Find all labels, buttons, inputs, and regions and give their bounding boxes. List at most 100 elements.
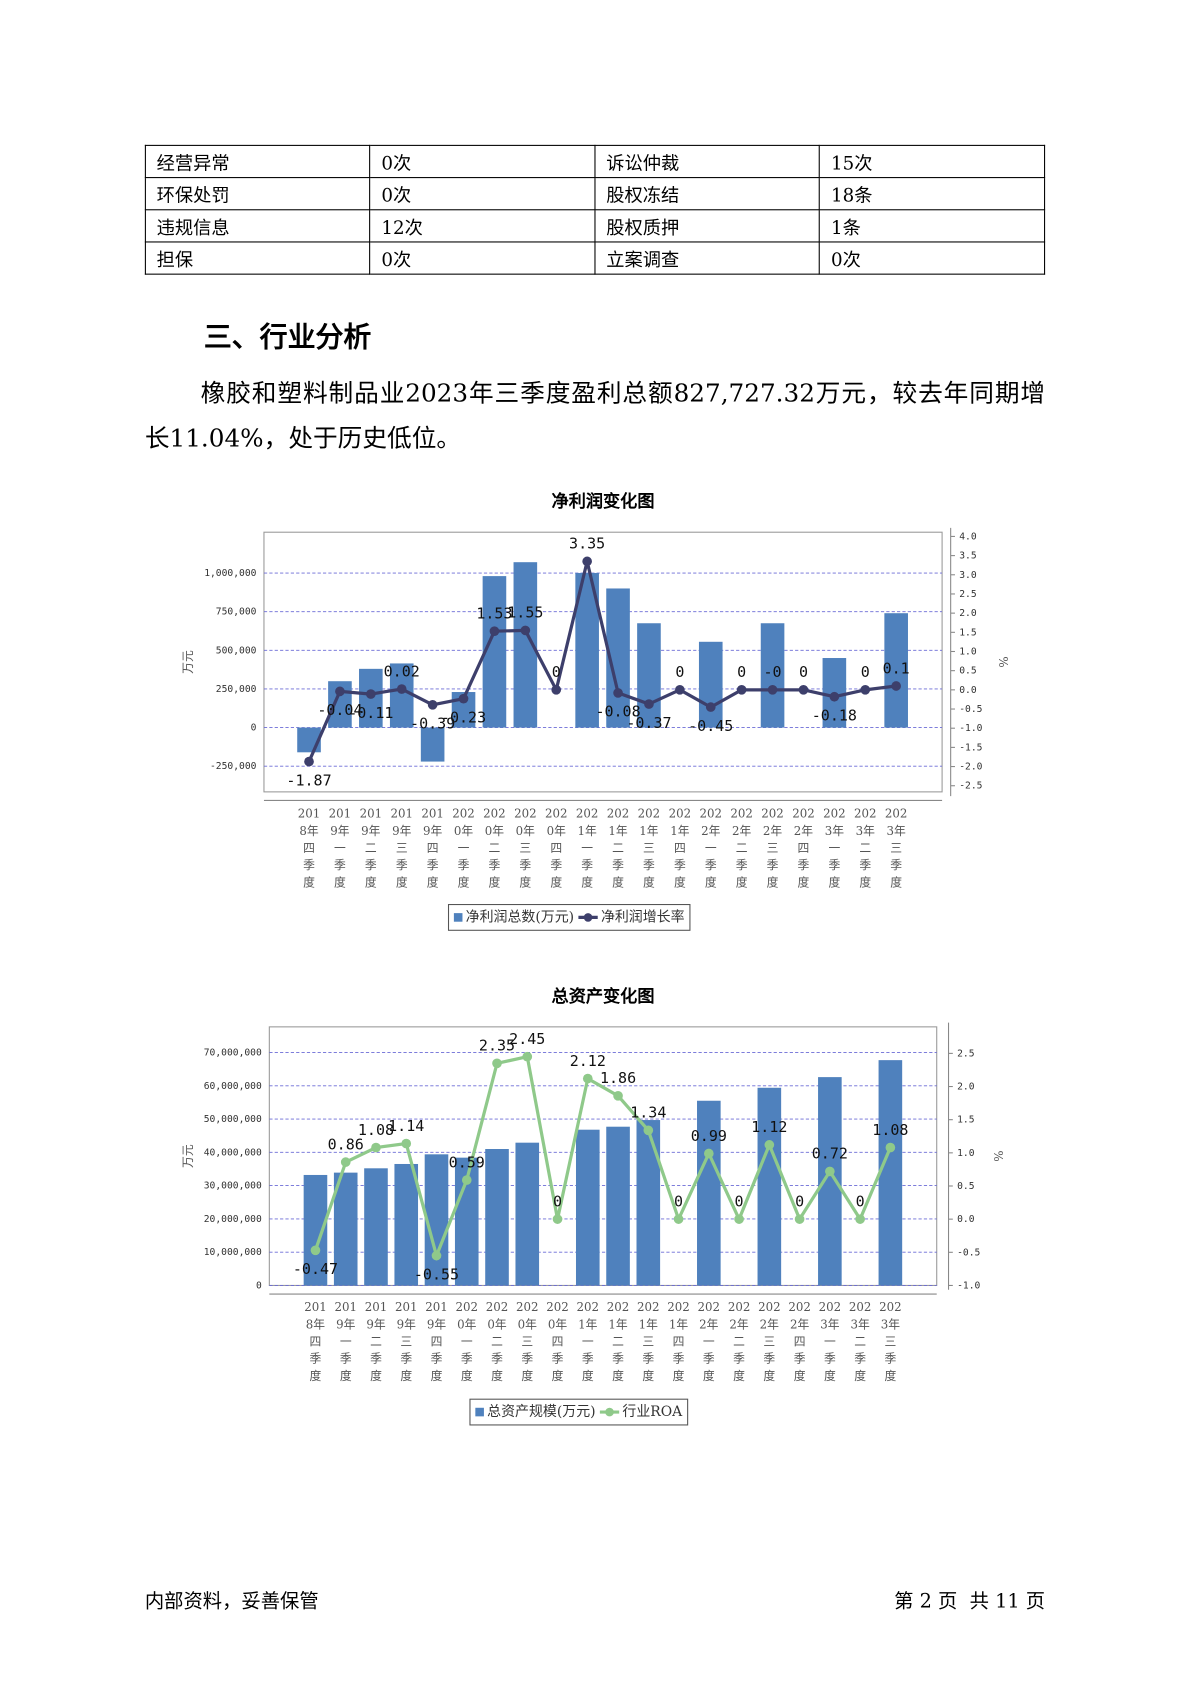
y2-tick-label: -0.5 bbox=[957, 1247, 980, 1258]
data-label: 1.53 bbox=[476, 604, 512, 622]
bar bbox=[575, 1129, 600, 1286]
data-label: 1.12 bbox=[751, 1118, 787, 1136]
legend-box bbox=[469, 1398, 689, 1426]
point bbox=[431, 1250, 442, 1261]
bar bbox=[389, 663, 414, 728]
x-tick-label: 202 3年二季度 bbox=[849, 1300, 872, 1383]
footer-right: 第 2 页 共 11 页 bbox=[894, 1590, 1046, 1613]
bar bbox=[394, 1163, 419, 1286]
y2-tick-label: 2.0 bbox=[957, 1082, 975, 1093]
x-tick-label: 202 0年四季度 bbox=[545, 807, 568, 890]
data-label: 1.14 bbox=[388, 1117, 424, 1135]
cell: 0次 bbox=[369, 144, 596, 179]
y-tick-label: 50,000,000 bbox=[204, 1114, 262, 1125]
cell: 0次 bbox=[819, 241, 1046, 275]
y-tick-label: 10,000,000 bbox=[204, 1247, 262, 1258]
line bbox=[307, 560, 897, 763]
y-tick-label: -250,000 bbox=[210, 761, 257, 772]
bar bbox=[420, 727, 445, 762]
legend-label: 行业ROA bbox=[622, 1404, 683, 1420]
point bbox=[522, 1051, 533, 1062]
point bbox=[401, 1138, 412, 1149]
y-tick-label: 60,000,000 bbox=[204, 1081, 262, 1092]
data-label: -0.47 bbox=[293, 1260, 338, 1278]
data-label: 0 bbox=[799, 663, 808, 681]
y2-tick-label: 2.5 bbox=[959, 589, 977, 600]
line bbox=[313, 1054, 892, 1261]
x-tick-label: 202 3年三季度 bbox=[879, 1300, 902, 1383]
point bbox=[643, 1125, 654, 1136]
data-label: 2.45 bbox=[509, 1030, 545, 1048]
point bbox=[461, 1175, 472, 1185]
x-tick-label: 202 0年三季度 bbox=[514, 807, 537, 890]
data-label: 2.35 bbox=[479, 1037, 515, 1055]
data-label: 0.1 bbox=[883, 659, 910, 677]
bar bbox=[515, 1142, 540, 1286]
y2-tick-label: 1.5 bbox=[959, 627, 977, 638]
x-tick-label: 202 3年一季度 bbox=[823, 807, 846, 890]
point bbox=[860, 685, 871, 695]
x-tick-label: 201 9年二季度 bbox=[360, 807, 383, 890]
point bbox=[764, 1140, 775, 1150]
bar bbox=[454, 1157, 479, 1286]
bar bbox=[636, 1120, 661, 1286]
cell: 经营异常 bbox=[144, 144, 371, 179]
data-label: 0 bbox=[552, 663, 561, 681]
point bbox=[825, 1166, 835, 1177]
x-tick-label: 202 1年四季度 bbox=[669, 807, 692, 890]
x-tick-label: 202 3年二季度 bbox=[854, 807, 877, 890]
y2-tick-label: 3.0 bbox=[959, 570, 977, 581]
bar bbox=[606, 1126, 630, 1286]
cell: 违规信息 bbox=[144, 209, 371, 243]
data-label: 0.99 bbox=[691, 1127, 727, 1145]
y2-tick-label: 2.5 bbox=[957, 1048, 975, 1059]
point bbox=[798, 685, 809, 695]
bar bbox=[364, 1168, 388, 1286]
bar bbox=[482, 576, 507, 728]
bar bbox=[760, 623, 785, 728]
x-tick-label: 202 2年一季度 bbox=[698, 1300, 721, 1383]
data-label: 0.86 bbox=[328, 1135, 364, 1153]
y2-tick-label: 4.0 bbox=[959, 531, 977, 542]
bar bbox=[333, 1172, 358, 1286]
y-tick-label: 1,000,000 bbox=[204, 568, 256, 579]
data-label: 2.12 bbox=[570, 1052, 606, 1070]
x-tick-label: 201 9年四季度 bbox=[425, 1300, 448, 1383]
data-label: 0.59 bbox=[449, 1153, 485, 1171]
point bbox=[734, 1214, 744, 1224]
data-label: 0.02 bbox=[384, 662, 420, 680]
data-label: 0 bbox=[737, 663, 746, 681]
cell: 18条 bbox=[819, 177, 1046, 211]
data-label: 1.08 bbox=[358, 1121, 394, 1139]
y-tick-label: 0 bbox=[256, 1280, 262, 1291]
x-tick-label: 202 2年四季度 bbox=[792, 807, 815, 890]
y2-tick-label: 0.5 bbox=[957, 1181, 975, 1192]
data-label: -0.37 bbox=[626, 714, 671, 732]
point bbox=[489, 626, 500, 636]
x-tick-label: 202 2年三季度 bbox=[758, 1300, 781, 1383]
data-label: -0.45 bbox=[688, 717, 733, 735]
paragraph: 橡胶和塑料制品业2023年三季度盈利总额827,727.32万元，较去年同期增长… bbox=[144, 379, 1046, 453]
point bbox=[613, 1090, 623, 1101]
x-tick-label: 201 9年一季度 bbox=[334, 1300, 357, 1383]
data-label: 0 bbox=[675, 663, 684, 681]
data-label: -0.39 bbox=[410, 715, 455, 733]
x-tick-label: 202 2年二季度 bbox=[728, 1300, 751, 1383]
y2-tick-label: -1.0 bbox=[957, 1280, 980, 1291]
x-tick-label: 201 9年三季度 bbox=[395, 1300, 418, 1383]
x-tick-label: 202 1年一季度 bbox=[577, 1300, 600, 1383]
point bbox=[551, 685, 562, 695]
chart-title: 总资产变化图 bbox=[552, 986, 655, 1007]
bar bbox=[757, 1087, 782, 1286]
y2-tick-label: -2.5 bbox=[959, 781, 982, 792]
x-tick-label: 201 9年四季度 bbox=[421, 807, 444, 890]
cell: 15次 bbox=[819, 144, 1046, 179]
y-tick-label: 250,000 bbox=[216, 684, 257, 695]
point bbox=[310, 1245, 321, 1256]
legend-label: 净利润增长率 bbox=[601, 908, 685, 925]
bar bbox=[513, 562, 538, 728]
x-tick-label: 202 1年一季度 bbox=[576, 807, 599, 890]
cell: 股权质押 bbox=[594, 209, 821, 243]
bar bbox=[818, 1077, 842, 1286]
y-tick-label: 0 bbox=[251, 723, 257, 734]
